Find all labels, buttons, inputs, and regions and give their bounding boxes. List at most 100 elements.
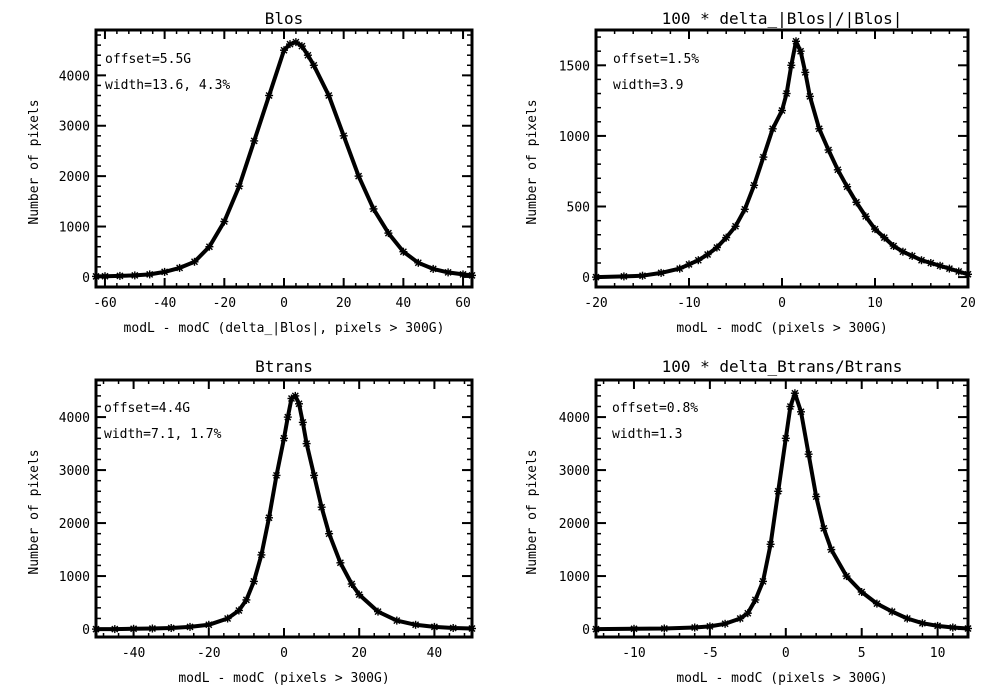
y-axis-label: Number of pixels bbox=[525, 99, 540, 224]
data-point bbox=[660, 624, 669, 633]
data-point bbox=[759, 153, 768, 162]
data-point bbox=[768, 124, 777, 133]
data-point bbox=[459, 270, 467, 279]
x-tick-label: 5 bbox=[858, 646, 866, 661]
x-tick-label: -5 bbox=[702, 646, 718, 661]
data-point bbox=[964, 624, 972, 633]
annotation-offset: offset=1.5% bbox=[613, 52, 699, 67]
data-point bbox=[250, 136, 259, 145]
data-point bbox=[205, 242, 214, 251]
data-point bbox=[468, 624, 476, 633]
annotation-offset: offset=0.8% bbox=[612, 401, 698, 416]
data-point bbox=[295, 399, 303, 408]
y-tick-label: 3000 bbox=[59, 120, 90, 135]
data-point bbox=[786, 402, 795, 411]
data-point bbox=[861, 212, 870, 221]
data-point bbox=[280, 434, 288, 443]
axis-layer: -40 -20 0 20 40 0 1000 2000 3000 4000 bbox=[59, 378, 474, 661]
y-tick-label: 4000 bbox=[59, 411, 90, 426]
axis-layer: -10 -5 0 5 10 0 1000 2000 3000 4000 bbox=[559, 378, 970, 661]
data-point bbox=[325, 529, 334, 538]
data-point bbox=[354, 172, 363, 181]
y-tick-label: 2000 bbox=[59, 170, 90, 185]
data-point bbox=[145, 270, 154, 279]
data-point bbox=[160, 267, 169, 276]
data-point bbox=[130, 271, 139, 280]
data-point bbox=[722, 233, 731, 242]
data-point bbox=[92, 625, 100, 634]
x-axis-label: modL - modC (pixels > 300G) bbox=[676, 321, 887, 336]
data-point bbox=[449, 624, 458, 632]
data-point bbox=[619, 272, 628, 281]
data-point bbox=[257, 550, 266, 559]
y-axis-label: Number of pixels bbox=[27, 449, 42, 574]
data-point bbox=[115, 271, 124, 280]
y-tick-label: 1000 bbox=[559, 130, 590, 145]
x-tick-label: 60 bbox=[455, 296, 471, 311]
data-point bbox=[888, 607, 897, 616]
data-point bbox=[265, 513, 273, 522]
data-point bbox=[740, 205, 749, 214]
x-tick-label: -60 bbox=[93, 296, 116, 311]
data-point bbox=[310, 471, 319, 480]
data-point bbox=[833, 165, 842, 174]
data-point bbox=[411, 620, 420, 629]
data-point bbox=[824, 146, 833, 154]
x-tick-label: -10 bbox=[677, 296, 700, 311]
data-point bbox=[903, 614, 912, 623]
panel-blos-relative: 100 * delta_|Blos|/|Blos| Number of pixe… bbox=[525, 9, 976, 336]
data-point bbox=[766, 540, 775, 549]
data-point bbox=[694, 256, 703, 265]
data-point bbox=[283, 413, 292, 422]
annotation-offset: offset=5.5G bbox=[105, 52, 191, 67]
data-point bbox=[186, 622, 194, 631]
data-point bbox=[945, 264, 954, 273]
data-point bbox=[721, 619, 730, 628]
data-point bbox=[324, 91, 333, 100]
annotation-width: width=7.1, 1.7% bbox=[104, 427, 222, 442]
data-point bbox=[444, 268, 453, 277]
data-point bbox=[630, 624, 638, 633]
y-tick-label: 0 bbox=[582, 271, 590, 286]
data-layer bbox=[92, 38, 476, 281]
data-point bbox=[705, 622, 714, 631]
data-point bbox=[302, 439, 311, 448]
data-point bbox=[429, 264, 438, 273]
y-tick-label: 3000 bbox=[559, 464, 590, 479]
x-tick-label: 10 bbox=[867, 296, 883, 311]
data-point bbox=[842, 572, 851, 581]
data-point bbox=[384, 229, 393, 238]
data-point bbox=[167, 624, 176, 632]
y-tick-label: 0 bbox=[582, 623, 590, 638]
data-point bbox=[336, 558, 345, 567]
data-point bbox=[355, 590, 364, 599]
data-point bbox=[801, 68, 810, 77]
data-point bbox=[792, 37, 800, 46]
data-point bbox=[190, 257, 199, 266]
data-point bbox=[249, 577, 258, 586]
data-point bbox=[339, 131, 348, 140]
panel-blos: Blos Number of pixels modL - modC (delta… bbox=[27, 9, 476, 336]
data-point bbox=[392, 616, 401, 625]
data-point bbox=[750, 181, 759, 190]
annotation-width: width=13.6, 4.3% bbox=[105, 78, 230, 93]
panel-title: Blos bbox=[265, 9, 304, 28]
data-point bbox=[110, 625, 119, 634]
data-point bbox=[399, 247, 408, 256]
y-tick-label: 1000 bbox=[559, 570, 590, 585]
x-tick-label: 20 bbox=[960, 296, 976, 311]
x-tick-label: 0 bbox=[782, 646, 790, 661]
data-point bbox=[223, 614, 232, 623]
panel-title: 100 * delta_|Blos|/|Blos| bbox=[662, 9, 903, 28]
x-tick-label: 20 bbox=[336, 296, 352, 311]
data-point bbox=[468, 271, 476, 280]
data-point bbox=[242, 595, 251, 604]
data-point bbox=[175, 263, 184, 272]
x-tick-label: 40 bbox=[427, 646, 443, 661]
data-point bbox=[812, 492, 821, 501]
data-point bbox=[908, 251, 917, 260]
data-point bbox=[759, 577, 767, 586]
data-point bbox=[827, 545, 836, 554]
data-point bbox=[298, 418, 307, 427]
